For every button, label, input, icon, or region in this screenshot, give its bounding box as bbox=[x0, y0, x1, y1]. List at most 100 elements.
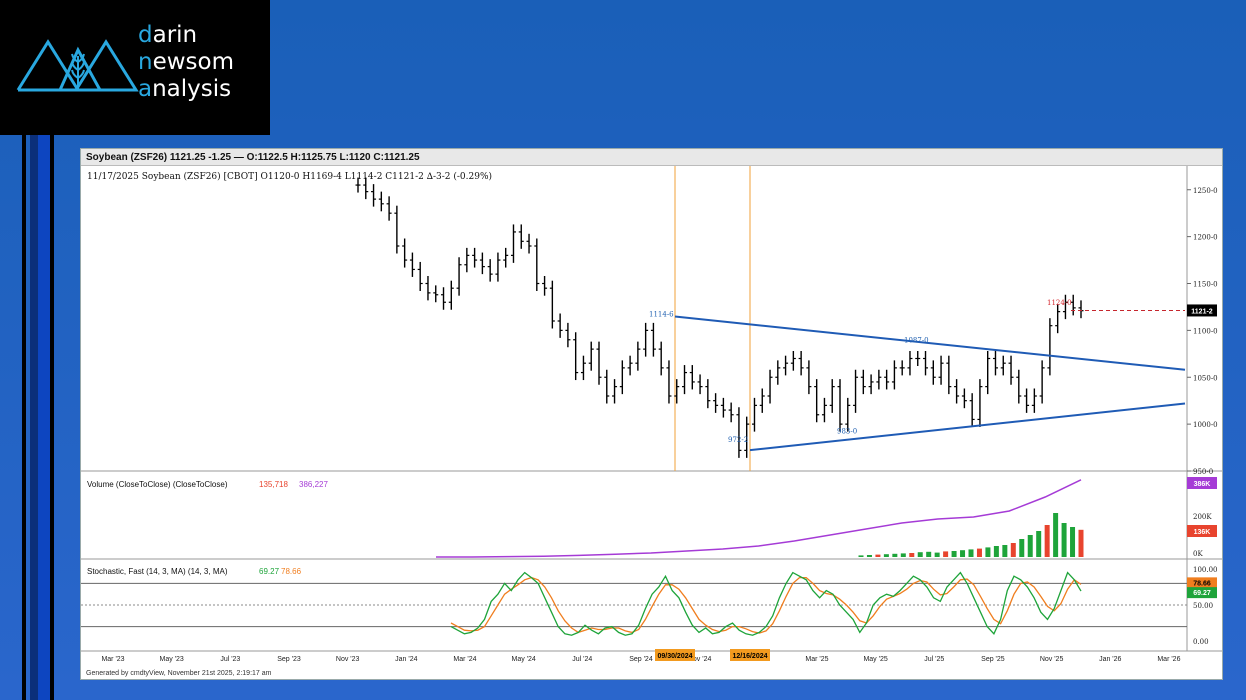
k-last-label: 69.27 bbox=[1193, 590, 1211, 597]
stoch-legend: 69.27 bbox=[259, 567, 280, 576]
y-tick-label: 1250-0 bbox=[1193, 187, 1218, 195]
volume-bar bbox=[960, 550, 966, 557]
x-tick-label: Jan '24 bbox=[395, 656, 417, 663]
vol-tick-label: 0K bbox=[1193, 550, 1203, 558]
volume-bar bbox=[1002, 545, 1008, 557]
volume-bar bbox=[892, 553, 898, 557]
decor-bar bbox=[50, 135, 54, 700]
chart-header: Soybean (ZSF26) 1121.25 -1.25 — O:1122.5… bbox=[81, 149, 1222, 166]
volume-bar bbox=[909, 553, 915, 557]
x-tick-label: Mar '23 bbox=[101, 656, 124, 663]
price-annotation: 983-0 bbox=[837, 428, 857, 436]
price-annotation: 1114-6 bbox=[649, 311, 674, 319]
k-last-box bbox=[1187, 587, 1217, 599]
event-marker-label: 09/30/2024 bbox=[657, 653, 692, 660]
info-line: 11/17/2025 Soybean (ZSF26) [CBOT] O1120-… bbox=[87, 171, 492, 182]
stoch-legend: 78.66 bbox=[281, 567, 302, 576]
volume-bar bbox=[1078, 529, 1084, 557]
oi-last-box bbox=[1187, 477, 1217, 489]
volume-bar bbox=[1010, 543, 1016, 557]
volume-bar bbox=[926, 551, 932, 557]
x-tick-label: May '25 bbox=[863, 656, 887, 663]
volume-bar bbox=[1027, 535, 1033, 557]
x-tick-label: Jul '24 bbox=[572, 656, 592, 663]
lower-trendline bbox=[749, 402, 1186, 452]
volume-bar bbox=[875, 554, 881, 557]
x-tick-label: Mar '26 bbox=[1157, 656, 1180, 663]
x-tick-label: Mar '24 bbox=[453, 656, 476, 663]
open-interest-line bbox=[436, 479, 1082, 558]
volume-bar bbox=[917, 552, 923, 557]
volume-bar bbox=[976, 548, 982, 557]
d-last-box bbox=[1187, 577, 1217, 589]
volume-bar bbox=[934, 552, 940, 557]
vol-tick-label: 200K bbox=[1193, 513, 1212, 521]
stoch-tick-label: 100.00 bbox=[1193, 566, 1218, 574]
brand-logo: darin newsom analysis bbox=[0, 0, 270, 135]
y-tick-label: 1200-0 bbox=[1193, 234, 1218, 242]
decor-bar bbox=[22, 135, 26, 700]
chart-svg[interactable]: 11/17/2025 Soybean (ZSF26) [CBOT] O1120-… bbox=[81, 149, 1222, 679]
vol-last-label: 136K bbox=[1194, 529, 1211, 536]
decor-bar bbox=[30, 135, 38, 700]
price-annotation: 1124-0 bbox=[1047, 299, 1072, 307]
x-tick-label: Nov '24 bbox=[688, 656, 712, 663]
x-tick-label: Nov '25 bbox=[1040, 656, 1064, 663]
volume-bar bbox=[883, 554, 889, 557]
price-annotation: 1087-0 bbox=[904, 337, 929, 345]
x-tick-label: May '24 bbox=[511, 656, 535, 663]
stoch-d-line bbox=[450, 576, 1082, 634]
stoch-tick-label: 0.00 bbox=[1193, 638, 1209, 646]
generated-footer: Generated by cmdtyView, November 21st 20… bbox=[86, 670, 272, 677]
volume-title: Volume (CloseToClose) (CloseToClose) bbox=[87, 480, 228, 489]
volume-bar bbox=[1019, 539, 1025, 557]
x-tick-label: Sep '24 bbox=[629, 656, 653, 663]
volume-bar bbox=[943, 551, 949, 557]
info-tspan: C1121-2 bbox=[382, 172, 423, 182]
event-marker-box bbox=[730, 649, 770, 661]
d-last-label: 78.66 bbox=[1193, 580, 1211, 587]
current-price-box bbox=[1187, 304, 1217, 317]
y-tick-label: 1150-0 bbox=[1193, 281, 1218, 289]
volume-legend: 135,718 bbox=[259, 480, 288, 489]
current-price-label: 1121-2 bbox=[1191, 308, 1213, 315]
decor-bar bbox=[38, 135, 50, 700]
oi-last-label: 386K bbox=[1194, 481, 1211, 488]
x-tick-label: Mar '25 bbox=[805, 656, 828, 663]
x-tick-label: Nov '23 bbox=[336, 656, 360, 663]
mountain-wheat-logo-icon bbox=[16, 39, 139, 92]
info-tspan: L1114-2 bbox=[342, 172, 383, 182]
info-tspan: 11/17/2025 Soybean (ZSF26) [CBOT] bbox=[87, 171, 260, 182]
x-tick-label: Sep '25 bbox=[981, 656, 1005, 663]
volume-bar bbox=[968, 549, 974, 557]
volume-bar bbox=[1061, 523, 1067, 557]
stoch-tick-label: 50.00 bbox=[1193, 602, 1213, 610]
volume-bar bbox=[1036, 531, 1042, 557]
event-marker-box bbox=[655, 649, 695, 661]
y-tick-label: 1050-0 bbox=[1193, 374, 1218, 382]
x-tick-label: Jul '23 bbox=[220, 656, 240, 663]
y-tick-label: 1100-0 bbox=[1193, 327, 1218, 335]
volume-legend: 386,227 bbox=[299, 480, 328, 489]
price-annotation: 972-2 bbox=[728, 436, 748, 444]
info-tspan: ∆-3-2 (-0.29%) bbox=[424, 171, 492, 182]
volume-bar bbox=[1053, 513, 1059, 557]
vol-last-box bbox=[1187, 525, 1217, 537]
volume-bar bbox=[951, 551, 957, 557]
volume-bar bbox=[1070, 527, 1076, 557]
x-tick-label: May '23 bbox=[160, 656, 184, 663]
x-tick-label: Sep '23 bbox=[277, 656, 301, 663]
x-tick-label: Jan '26 bbox=[1099, 656, 1121, 663]
x-tick-label: Jul '25 bbox=[924, 656, 944, 663]
chart-panel: Soybean (ZSF26) 1121.25 -1.25 — O:1122.5… bbox=[80, 148, 1223, 680]
y-tick-label: 1000-0 bbox=[1193, 421, 1218, 429]
volume-bar bbox=[858, 555, 864, 557]
volume-bar bbox=[1044, 525, 1050, 557]
info-tspan: O1120-0 bbox=[260, 172, 299, 182]
info-tspan: H1169-4 bbox=[300, 172, 343, 182]
upper-trendline bbox=[674, 315, 1186, 371]
volume-bar bbox=[866, 555, 872, 557]
stoch-k-line bbox=[450, 571, 1082, 636]
stoch-title: Stochastic, Fast (14, 3, MA) (14, 3, MA) bbox=[87, 567, 228, 576]
brand-name: darin newsom analysis bbox=[138, 22, 234, 102]
